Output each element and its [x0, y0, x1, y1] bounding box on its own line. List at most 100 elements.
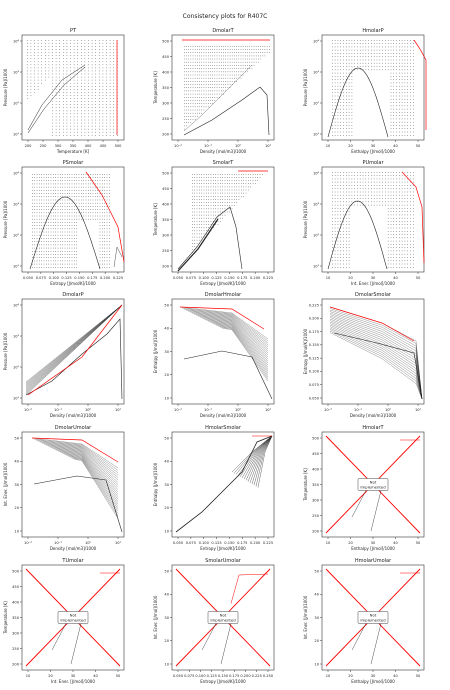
- data-point: [192, 81, 194, 82]
- data-point: [57, 222, 59, 223]
- data-point: [60, 257, 61, 258]
- data-point: [343, 204, 344, 206]
- data-point: [196, 189, 198, 191]
- data-point: [41, 180, 42, 181]
- data-point: [113, 79, 114, 81]
- data-point: [60, 225, 61, 226]
- data-point: [332, 257, 333, 258]
- data-point: [91, 89, 93, 90]
- data-point: [227, 71, 229, 73]
- data-point: [208, 68, 209, 69]
- data-point: [30, 92, 32, 93]
- data-point: [36, 222, 38, 223]
- data-point: [387, 237, 389, 239]
- data-point: [382, 66, 383, 67]
- saturation-curve: [29, 196, 101, 270]
- data-point: [404, 69, 406, 71]
- data-point: [218, 58, 220, 60]
- data-point: [27, 86, 28, 87]
- data-point: [71, 218, 73, 220]
- data-point: [48, 244, 49, 246]
- data-point: [205, 97, 207, 98]
- data-point: [41, 260, 42, 262]
- data-point: [343, 234, 344, 235]
- data-point: [99, 61, 100, 63]
- data-point: [66, 116, 68, 118]
- data-point: [346, 89, 347, 90]
- data-point: [192, 202, 193, 203]
- data-point: [113, 113, 114, 115]
- data-point: [210, 87, 211, 88]
- data-point: [186, 58, 187, 60]
- data-point: [382, 201, 383, 203]
- data-point: [332, 217, 333, 219]
- data-point: [83, 174, 84, 175]
- data-point: [102, 110, 104, 112]
- data-point: [192, 65, 194, 66]
- data-point: [70, 79, 71, 81]
- data-point: [332, 211, 333, 212]
- data-point: [91, 64, 93, 66]
- data-point: [70, 46, 71, 47]
- data-point: [106, 215, 108, 217]
- data-point: [66, 73, 68, 75]
- data-point: [337, 263, 339, 265]
- data-point: [194, 183, 195, 184]
- data-point: [348, 227, 350, 229]
- data-point: [59, 58, 60, 59]
- data-point: [199, 93, 200, 95]
- data-point: [81, 218, 82, 220]
- data-point: [343, 244, 344, 245]
- data-point: [34, 89, 35, 90]
- y-tick-label: 20: [14, 506, 19, 510]
- data-point: [410, 135, 411, 136]
- data-point: [373, 53, 375, 54]
- data-point: [208, 103, 209, 104]
- data-point: [71, 234, 73, 236]
- data-point: [351, 69, 353, 71]
- data-point: [362, 69, 364, 71]
- data-point: [401, 191, 403, 193]
- data-point: [234, 52, 235, 53]
- data-point: [351, 118, 353, 120]
- data-point: [45, 52, 46, 53]
- x-tick-label: 0.200: [250, 541, 261, 545]
- data-point: [194, 236, 195, 238]
- data-point: [97, 186, 98, 188]
- data-point: [84, 122, 86, 124]
- data-point: [340, 121, 341, 123]
- data-point: [55, 177, 56, 178]
- data-point: [59, 61, 60, 63]
- data-point: [104, 196, 105, 197]
- data-point: [59, 104, 60, 105]
- data-point: [43, 212, 45, 214]
- data-point: [91, 43, 93, 44]
- data-point: [236, 174, 237, 175]
- data-point: [390, 237, 392, 239]
- data-point: [62, 225, 63, 226]
- isoline: [329, 308, 423, 400]
- data-point: [217, 180, 219, 181]
- data-point: [69, 260, 70, 262]
- data-point: [30, 95, 32, 96]
- data-point: [410, 82, 411, 84]
- data-point: [37, 55, 39, 56]
- data-point: [84, 104, 86, 105]
- isoline: [37, 440, 119, 476]
- data-point: [334, 105, 336, 107]
- data-point: [346, 191, 347, 193]
- data-point: [218, 52, 220, 53]
- data-point: [376, 69, 378, 71]
- data-point: [393, 99, 394, 100]
- data-point: [196, 230, 198, 232]
- data-point: [60, 183, 61, 185]
- data-point: [346, 211, 347, 212]
- data-point: [199, 208, 200, 210]
- not-implemented-box: [207, 611, 239, 624]
- data-point: [55, 104, 57, 105]
- data-point: [55, 225, 56, 226]
- data-point: [48, 46, 50, 47]
- data-point: [413, 257, 414, 258]
- data-point: [62, 190, 63, 191]
